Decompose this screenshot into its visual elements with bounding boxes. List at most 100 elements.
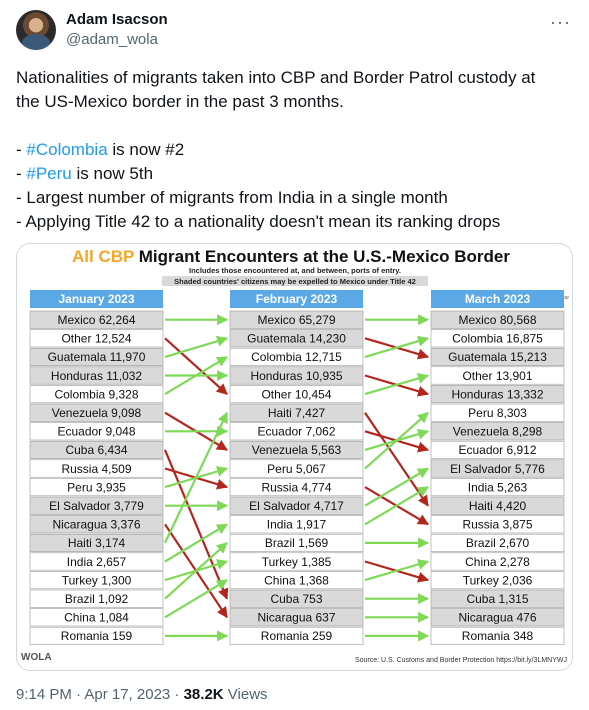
arrow-up (364, 559, 430, 582)
row-label: Nicaragua 3,376 (52, 518, 140, 532)
arrow-up (164, 335, 229, 358)
table-row (29, 589, 164, 608)
infographic-subtitle-shaded: Shaded countries' citizens may be expell… (174, 277, 416, 286)
row-label: Colombia 12,715 (251, 350, 342, 364)
table-row (430, 571, 565, 590)
arrow-up (364, 373, 430, 396)
row-label: India 2,657 (67, 555, 127, 569)
row-label: Turkey 1,385 (262, 555, 332, 569)
author-handle[interactable]: @adam_wola (66, 31, 158, 48)
arrow-up (164, 411, 228, 544)
row-label: Other 10,454 (261, 387, 331, 401)
table-row (29, 310, 164, 329)
table-row (29, 347, 164, 366)
tweet-timestamp[interactable]: 9:14 PM · Apr 17, 2023 · (16, 686, 184, 703)
row-label: Mexico 65,279 (257, 313, 335, 327)
tweet-bullet: - Applying Title 42 to a nationality doe… (16, 212, 501, 231)
row-label: Peru 5,067 (267, 462, 326, 476)
table-row (430, 310, 565, 329)
row-label: Cuba 1,315 (466, 592, 528, 606)
tweet-bullet: - #Peru is now 5th (16, 162, 572, 186)
row-label: Mexico 62,264 (57, 313, 135, 327)
row-label: Brazil 1,092 (65, 592, 129, 606)
table-row (29, 571, 164, 590)
table-row (430, 403, 565, 422)
tweet-blank-line (16, 114, 572, 138)
wola-logo: WOLA (21, 652, 52, 663)
views-label: Views (223, 686, 268, 703)
infographic: All CBP Migrant Encounters at the U.S.-M… (21, 247, 569, 664)
row-label: Venezuela 5,563 (252, 443, 342, 457)
table-row (430, 626, 565, 645)
author-name[interactable]: Adam Isacson (66, 11, 168, 28)
infographic-source: Source: U.S. Customs and Border Protecti… (355, 657, 567, 664)
table-row (430, 422, 565, 441)
row-label: China 2,278 (465, 555, 530, 569)
row-label: Honduras 11,032 (51, 369, 143, 383)
table-row (29, 440, 164, 459)
row-label: Peru 3,935 (67, 480, 126, 494)
table-row (229, 403, 364, 422)
row-label: Venezuela 8,298 (453, 425, 543, 439)
avatar[interactable] (16, 10, 56, 50)
table-row (29, 496, 164, 515)
row-label: Nicaragua 637 (257, 611, 335, 625)
table-row (229, 440, 364, 459)
row-label: Haiti 3,174 (68, 536, 126, 550)
table-row (229, 422, 364, 441)
row-label: Russia 4,774 (261, 480, 331, 494)
more-options-icon[interactable]: ··· (550, 12, 571, 32)
row-label: Brazil 1,569 (265, 536, 329, 550)
row-label: India 5,263 (468, 480, 528, 494)
table-row (229, 608, 364, 627)
row-label: Nicaragua 476 (458, 611, 536, 625)
table-row (229, 459, 364, 478)
row-label: Honduras 10,935 (250, 369, 342, 383)
row-label: El Salvador 4,717 (249, 499, 344, 513)
arrow-up (164, 579, 228, 619)
table-row (430, 533, 565, 552)
column-header-bg (230, 290, 363, 308)
bullet-text: is now 5th (71, 164, 154, 183)
row-label: Russia 3,875 (462, 518, 532, 532)
row-label: El Salvador 3,779 (49, 499, 144, 513)
table-row (29, 329, 164, 348)
row-label: Ecuador 6,912 (458, 443, 536, 457)
table-row (430, 608, 565, 627)
table-row (229, 347, 364, 366)
table-row (29, 626, 164, 645)
row-label: Honduras 13,332 (451, 387, 543, 401)
row-label: Colombia 16,875 (452, 332, 543, 346)
table-row (229, 478, 364, 497)
table-row (29, 403, 164, 422)
table-row (430, 515, 565, 534)
row-label: Venezuela 9,098 (52, 406, 142, 420)
hashtag-colombia[interactable]: #Colombia (26, 140, 108, 159)
tweet-header: Adam Isacson @adam_wola ··· (16, 10, 573, 58)
table-row (229, 366, 364, 385)
tweet-media-image[interactable]: All CBP Migrant Encounters at the U.S.-M… (16, 243, 573, 671)
row-label: Turkey 2,036 (463, 573, 533, 587)
table-row (430, 478, 565, 497)
arrow-up (164, 355, 228, 396)
row-label: Haiti 7,427 (268, 406, 326, 420)
arrow-down (163, 449, 229, 600)
arrow-up (164, 523, 228, 563)
hashtag-peru[interactable]: #Peru (26, 164, 72, 183)
row-label: Other 13,901 (462, 369, 532, 383)
arrow-down (164, 337, 228, 395)
row-label: Brazil 2,670 (466, 536, 530, 550)
row-label: Romania 348 (462, 629, 534, 643)
row-label: Mexico 80,568 (458, 313, 536, 327)
table-row (229, 571, 364, 590)
column-header-bg (431, 290, 564, 308)
tweet-bullet: - Largest number of migrants from India … (16, 188, 448, 207)
row-label: Romania 159 (61, 629, 133, 643)
table-row (430, 589, 565, 608)
tweet-text: Nationalities of migrants taken into CBP… (16, 66, 572, 234)
arrow-up (164, 542, 228, 600)
arrow-up (364, 467, 429, 507)
row-label: Ecuador 7,062 (257, 425, 335, 439)
row-label: El Salvador 5,776 (450, 462, 545, 476)
bullet-text: is now #2 (107, 140, 185, 159)
